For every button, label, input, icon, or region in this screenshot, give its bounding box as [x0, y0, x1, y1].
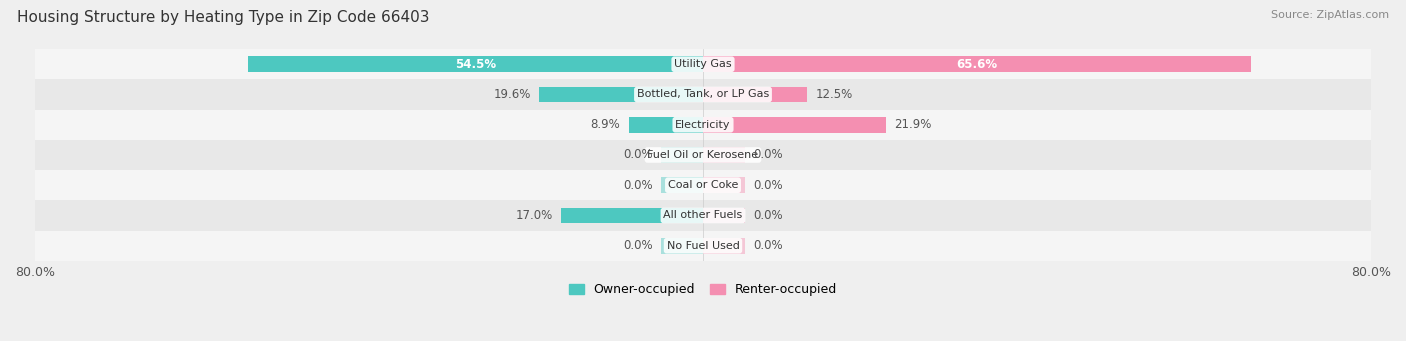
Bar: [540, 87, 703, 102]
Text: 0.0%: 0.0%: [754, 209, 783, 222]
Bar: [703, 177, 745, 193]
Bar: [35, 170, 1371, 201]
Text: 0.0%: 0.0%: [623, 239, 652, 252]
Bar: [661, 147, 703, 163]
Bar: [703, 117, 886, 133]
Bar: [35, 140, 1371, 170]
Bar: [703, 208, 745, 223]
Text: 8.9%: 8.9%: [591, 118, 620, 131]
Bar: [35, 49, 1371, 79]
Text: Electricity: Electricity: [675, 120, 731, 130]
Text: 0.0%: 0.0%: [754, 239, 783, 252]
Text: 0.0%: 0.0%: [754, 179, 783, 192]
Bar: [703, 238, 745, 254]
Text: 0.0%: 0.0%: [754, 148, 783, 162]
Text: 54.5%: 54.5%: [456, 58, 496, 71]
Bar: [35, 109, 1371, 140]
Text: Coal or Coke: Coal or Coke: [668, 180, 738, 190]
Bar: [661, 177, 703, 193]
Bar: [703, 56, 1251, 72]
Text: Utility Gas: Utility Gas: [675, 59, 731, 69]
Text: No Fuel Used: No Fuel Used: [666, 241, 740, 251]
Text: 17.0%: 17.0%: [516, 209, 553, 222]
Text: 21.9%: 21.9%: [894, 118, 932, 131]
Bar: [703, 147, 745, 163]
Bar: [35, 79, 1371, 109]
Bar: [35, 201, 1371, 231]
Bar: [247, 56, 703, 72]
Text: Source: ZipAtlas.com: Source: ZipAtlas.com: [1271, 10, 1389, 20]
Text: 12.5%: 12.5%: [815, 88, 853, 101]
Bar: [628, 117, 703, 133]
Text: 19.6%: 19.6%: [494, 88, 531, 101]
Text: 0.0%: 0.0%: [623, 148, 652, 162]
Bar: [661, 238, 703, 254]
Text: Fuel Oil or Kerosene: Fuel Oil or Kerosene: [647, 150, 759, 160]
Text: 65.6%: 65.6%: [956, 58, 997, 71]
Bar: [35, 231, 1371, 261]
Bar: [561, 208, 703, 223]
Text: Bottled, Tank, or LP Gas: Bottled, Tank, or LP Gas: [637, 89, 769, 100]
Text: 0.0%: 0.0%: [623, 179, 652, 192]
Text: All other Fuels: All other Fuels: [664, 210, 742, 221]
Text: Housing Structure by Heating Type in Zip Code 66403: Housing Structure by Heating Type in Zip…: [17, 10, 429, 25]
Bar: [703, 87, 807, 102]
Legend: Owner-occupied, Renter-occupied: Owner-occupied, Renter-occupied: [564, 278, 842, 301]
